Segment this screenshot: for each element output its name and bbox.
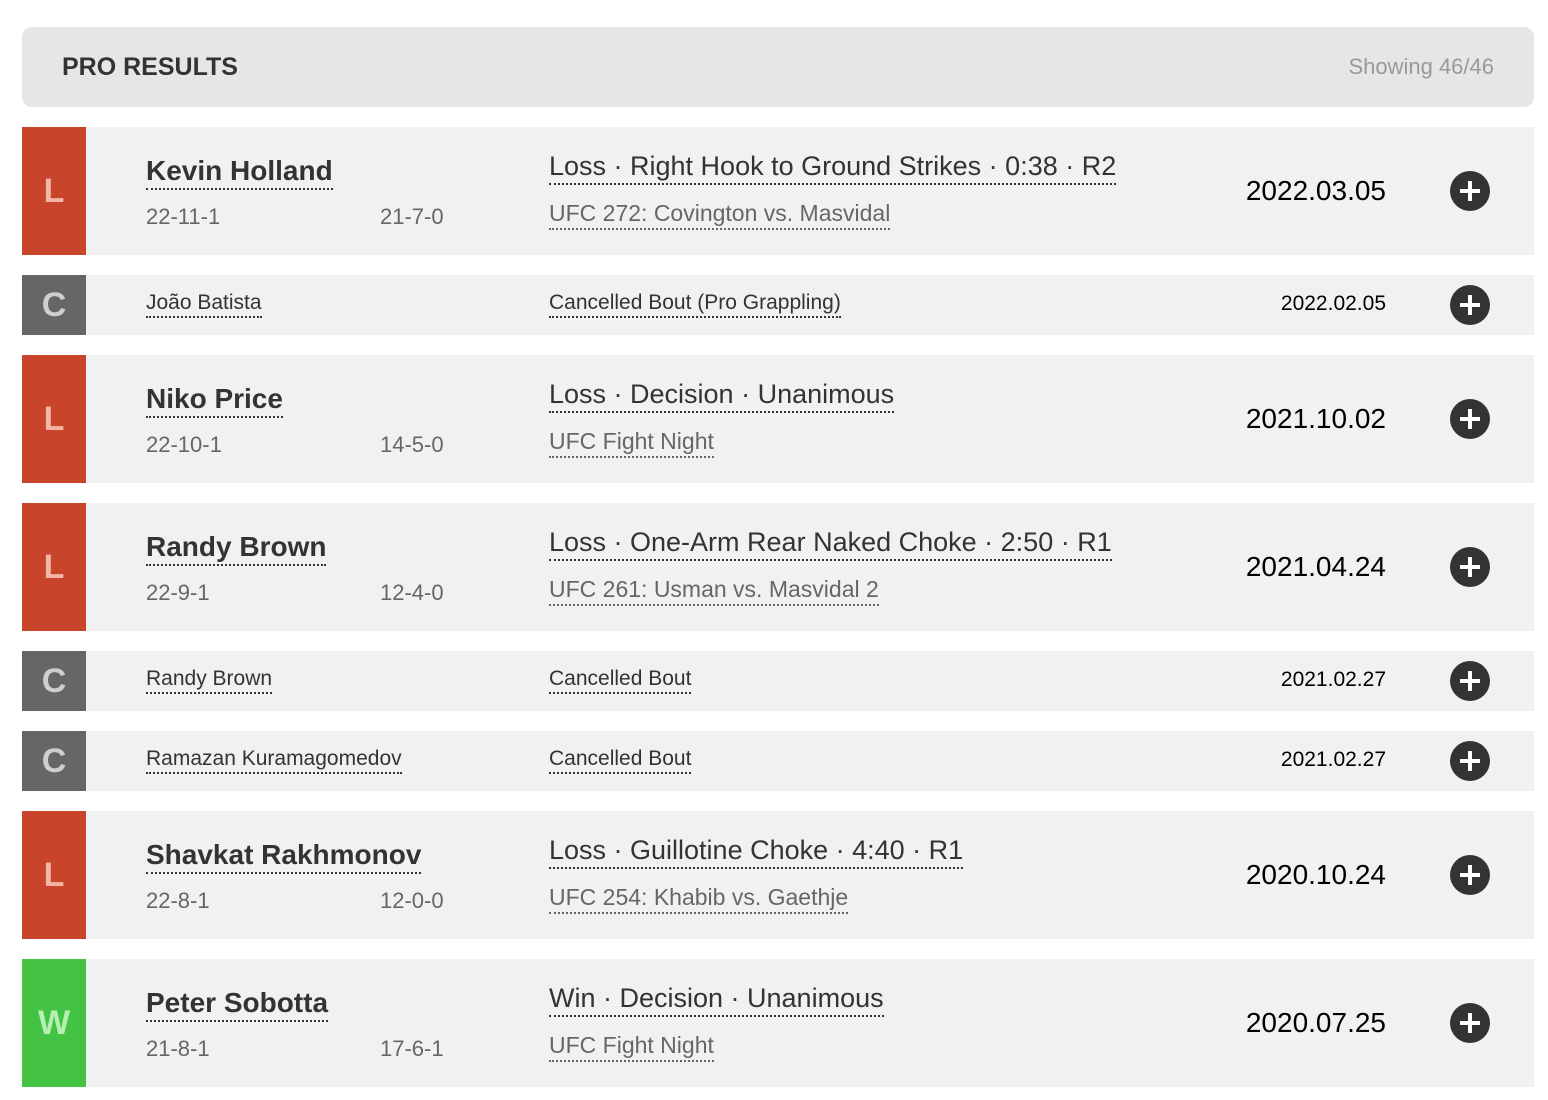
event-link[interactable]: UFC Fight Night	[549, 428, 714, 458]
fighter-record: 22-10-1	[146, 432, 222, 457]
fight-row: L Niko Price 22-10-1 14-5-0 Loss · Decisio…	[22, 355, 1534, 483]
result-badge: L	[22, 503, 86, 631]
fighter-record: 22-8-1	[146, 888, 210, 913]
opponent-link[interactable]: Shavkat Rakhmonov	[146, 839, 422, 874]
fight-date: 2021.04.24	[1245, 551, 1386, 582]
opponent-record: 21-7-0	[380, 204, 444, 229]
expand-plus-icon[interactable]	[1450, 855, 1490, 895]
expand-plus-icon[interactable]	[1450, 171, 1490, 211]
fight-row: L Shavkat Rakhmonov 22-8-1 12-0-0 Loss · G…	[22, 811, 1534, 939]
opponent-link[interactable]: Randy Brown	[146, 531, 327, 566]
opponent-record: 12-4-0	[380, 580, 444, 605]
result-badge: L	[22, 127, 86, 255]
opponent-link[interactable]: Ramazan Kuramagomedov	[146, 747, 402, 774]
opponent-link[interactable]: Niko Price	[146, 383, 283, 418]
result-badge: C	[22, 651, 86, 711]
event-link[interactable]: UFC 254: Khabib vs. Gaethje	[549, 884, 849, 914]
fight-row: L Randy Brown 22-9-1 12-4-0 Loss · One-Arm…	[22, 503, 1534, 631]
result-badge: L	[22, 355, 86, 483]
result-badge: L	[22, 811, 86, 939]
fight-row: C Ramazan Kuramagomedov Cancelled Bout 202…	[22, 731, 1534, 791]
expand-plus-icon[interactable]	[1450, 741, 1490, 781]
fight-row: C João Batista Cancelled Bout (Pro Grappl…	[22, 275, 1534, 335]
opponent-link[interactable]: Randy Brown	[146, 667, 273, 694]
event-link[interactable]: UFC 261: Usman vs. Masvidal 2	[549, 576, 879, 606]
opponent-record: 12-0-0	[380, 888, 444, 913]
expand-plus-icon[interactable]	[1450, 547, 1490, 587]
section-title: PRO RESULTS	[62, 53, 238, 81]
event-link[interactable]: UFC Fight Night	[549, 1032, 714, 1062]
method-link[interactable]: Cancelled Bout (Pro Grappling)	[549, 291, 841, 318]
method-link[interactable]: Loss · Guillotine Choke · 4:40 · R1	[549, 835, 964, 869]
fight-date: 2021.10.02	[1245, 403, 1386, 434]
method-link[interactable]: Loss · One-Arm Rear Naked Choke · 2:50 ·…	[549, 527, 1112, 561]
method-link[interactable]: Cancelled Bout	[549, 667, 692, 694]
fight-row: W Peter Sobotta 21-8-1 17-6-1 Win · Decisi…	[22, 959, 1534, 1087]
expand-plus-icon[interactable]	[1450, 285, 1490, 325]
method-link[interactable]: Loss · Right Hook to Ground Strikes · 0:…	[549, 151, 1117, 185]
opponent-link[interactable]: Peter Sobotta	[146, 987, 329, 1022]
expand-plus-icon[interactable]	[1450, 399, 1490, 439]
method-link[interactable]: Cancelled Bout	[549, 747, 692, 774]
expand-plus-icon[interactable]	[1450, 661, 1490, 701]
fighter-record: 21-8-1	[146, 1036, 210, 1061]
expand-plus-icon[interactable]	[1450, 1003, 1490, 1043]
opponent-record: 14-5-0	[380, 432, 444, 457]
opponent-link[interactable]: Kevin Holland	[146, 155, 333, 190]
fight-date: 2020.10.24	[1245, 859, 1386, 890]
event-link[interactable]: UFC 272: Covington vs. Masvidal	[549, 200, 891, 230]
results-header: PRO RESULTS Showing 46/46	[22, 27, 1534, 107]
fight-date: 2022.02.05	[1280, 292, 1386, 315]
fighter-record: 22-9-1	[146, 580, 210, 605]
fight-row: L Kevin Holland 22-11-1 21-7-0 Loss · Righ…	[22, 127, 1534, 255]
result-badge: C	[22, 731, 86, 791]
method-link[interactable]: Loss · Decision · Unanimous	[549, 379, 895, 413]
results-count: Showing 46/46	[1348, 54, 1494, 79]
opponent-link[interactable]: João Batista	[146, 291, 262, 318]
fighter-record: 22-11-1	[146, 204, 221, 229]
fight-date: 2021.02.27	[1280, 668, 1386, 691]
fight-date: 2020.07.25	[1245, 1007, 1386, 1038]
fight-row: C Randy Brown Cancelled Bout 2021.02.27	[22, 651, 1534, 711]
result-badge: W	[22, 959, 86, 1087]
result-badge: C	[22, 275, 86, 335]
fight-date: 2022.03.05	[1245, 175, 1386, 206]
fight-date: 2021.02.27	[1280, 748, 1386, 771]
opponent-record: 17-6-1	[380, 1036, 444, 1061]
method-link[interactable]: Win · Decision · Unanimous	[549, 983, 884, 1017]
